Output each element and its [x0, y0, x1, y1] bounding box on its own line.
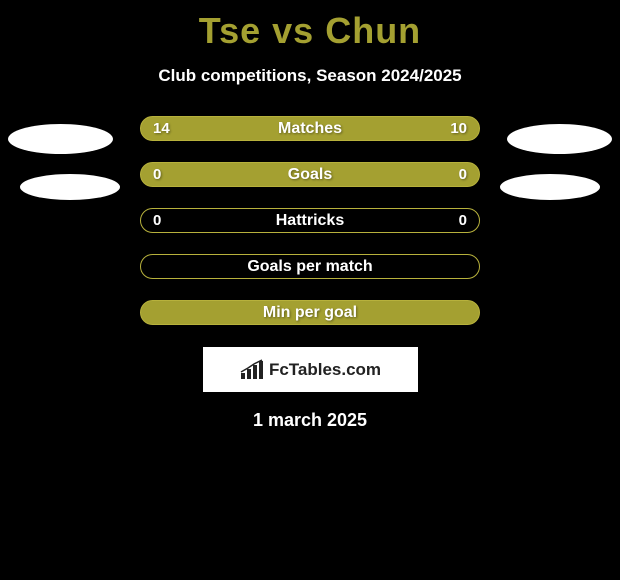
stat-row: Min per goal — [140, 300, 480, 325]
page-title: Tse vs Chun — [0, 0, 620, 52]
stat-value-left: 14 — [153, 120, 170, 137]
stat-value-left: 0 — [153, 212, 161, 229]
stat-value-right: 0 — [459, 212, 467, 229]
decor-ellipse — [507, 124, 612, 154]
stat-label: Goals per match — [247, 258, 372, 276]
stat-value-left: 0 — [153, 166, 161, 183]
stat-row: 0 Goals 0 — [140, 162, 480, 187]
stat-rows: 14 Matches 10 0 Goals 0 0 Hattricks 0 Goals per m… — [140, 116, 480, 325]
stat-row: 14 Matches 10 — [140, 116, 480, 141]
decor-ellipse — [500, 174, 600, 200]
stat-label: Matches — [278, 120, 342, 138]
stat-label: Goals — [288, 166, 332, 184]
stats-area: 14 Matches 10 0 Goals 0 0 Hattricks 0 Goals per m… — [0, 116, 620, 325]
stat-value-right: 10 — [450, 120, 467, 137]
stat-label: Min per goal — [263, 304, 357, 322]
logo-text: FcTables.com — [269, 360, 381, 380]
date-text: 1 march 2025 — [0, 410, 620, 431]
subtitle: Club competitions, Season 2024/2025 — [0, 66, 620, 86]
stat-row: 0 Hattricks 0 — [140, 208, 480, 233]
barchart-icon — [239, 359, 265, 381]
decor-ellipse — [20, 174, 120, 200]
stat-label: Hattricks — [276, 212, 344, 230]
decor-ellipse — [8, 124, 113, 154]
stat-value-right: 0 — [459, 166, 467, 183]
logo-box: FcTables.com — [203, 347, 418, 392]
stat-row: Goals per match — [140, 254, 480, 279]
